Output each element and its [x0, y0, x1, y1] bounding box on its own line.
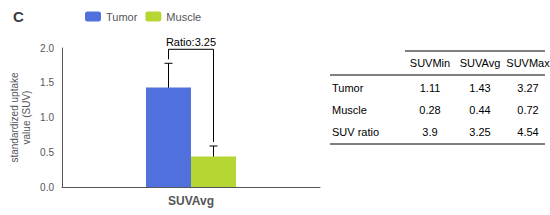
- svg-text:3.25: 3.25: [469, 126, 490, 138]
- svg-text:value (SUV): value (SUV): [21, 91, 32, 145]
- svg-text:Tumor: Tumor: [106, 11, 138, 23]
- svg-text:Ratio:3.25: Ratio:3.25: [166, 36, 216, 48]
- svg-text:0.0: 0.0: [40, 182, 54, 193]
- svg-text:1.5: 1.5: [40, 77, 54, 88]
- svg-text:Tumor: Tumor: [332, 82, 364, 94]
- svg-text:0.28: 0.28: [419, 104, 440, 116]
- svg-text:standardized uptake: standardized uptake: [9, 72, 20, 163]
- svg-text:SUVMax: SUVMax: [506, 57, 550, 69]
- svg-text:3.27: 3.27: [517, 82, 538, 94]
- svg-text:C: C: [13, 8, 24, 25]
- svg-text:0.5: 0.5: [40, 147, 54, 158]
- svg-text:3.9: 3.9: [422, 126, 437, 138]
- svg-text:4.54: 4.54: [517, 126, 538, 138]
- svg-text:SUV ratio: SUV ratio: [332, 126, 379, 138]
- svg-text:1.43: 1.43: [469, 82, 490, 94]
- svg-text:SUVAvg: SUVAvg: [168, 194, 214, 208]
- svg-text:1.0: 1.0: [40, 112, 54, 123]
- svg-text:Muscle: Muscle: [166, 11, 201, 23]
- svg-text:1.11: 1.11: [420, 82, 441, 94]
- svg-text:SUVMin: SUVMin: [410, 57, 450, 69]
- svg-text:0.72: 0.72: [517, 104, 538, 116]
- svg-text:SUVAvg: SUVAvg: [460, 57, 501, 69]
- svg-text:2.0: 2.0: [40, 43, 54, 54]
- svg-text:0.44: 0.44: [469, 104, 490, 116]
- svg-text:Muscle: Muscle: [332, 104, 367, 116]
